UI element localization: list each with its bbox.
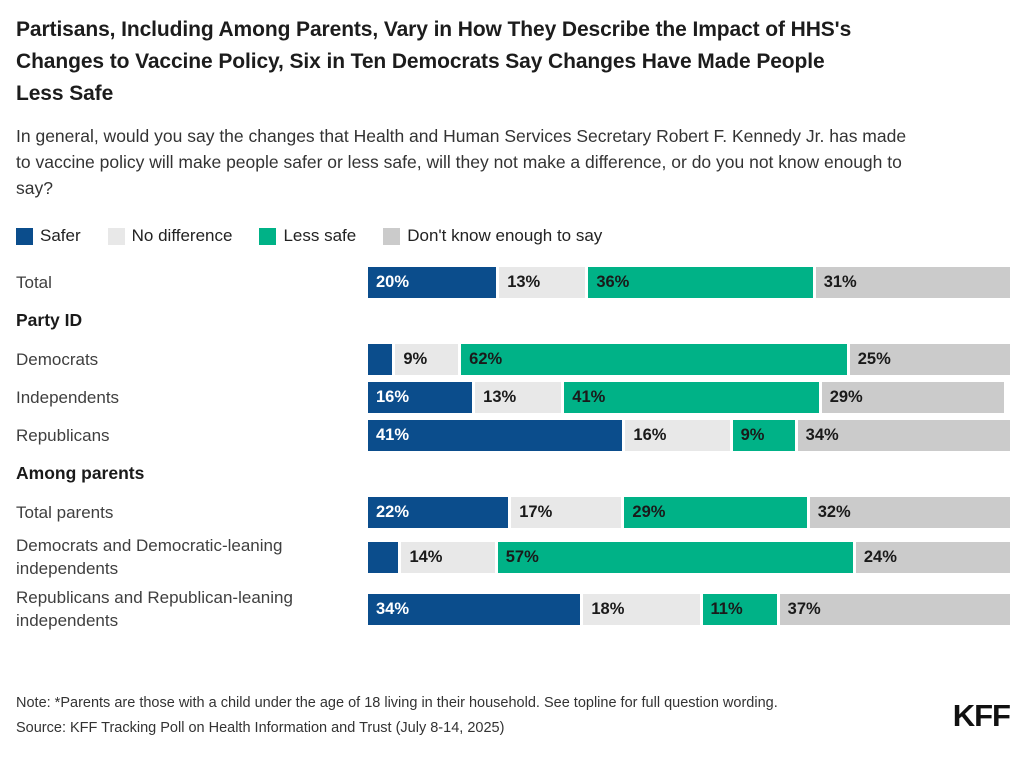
legend-label: Less safe (283, 226, 357, 246)
bar-segment-safer (368, 542, 399, 574)
chart-rows: Total 20% 13% 36% 31% Party ID Democrats 9% 62% 2… (16, 267, 1011, 632)
bar-segment-don-t-know-enough-to-say: 31% (815, 267, 1010, 299)
bar-segment-don-t-know-enough-to-say: 37% (779, 594, 1011, 626)
bar-segment-don-t-know-enough-to-say: 29% (821, 382, 1004, 414)
bar-segment-less-safe: 29% (624, 497, 807, 529)
bar-track: 9% 62% 25% (368, 344, 1010, 376)
section-header-party-id: Party ID (16, 310, 83, 331)
row-label: Republicans (16, 425, 110, 445)
chart-row-total: Total 20% 13% 36% 31% (16, 267, 1010, 299)
bar-segment-don-t-know-enough-to-say: 24% (855, 542, 1010, 574)
legend-item-less-safe: Less safe (259, 226, 356, 246)
legend-swatch-icon (259, 227, 277, 245)
legend-item-don-t-know-enough-to-say: Don't know enough to say (383, 226, 602, 246)
bar-segment-less-safe: 36% (588, 267, 813, 299)
bar-segment-don-t-know-enough-to-say: 32% (809, 497, 1010, 529)
legend: Safer No difference Less safe Don't know en… (16, 226, 1010, 246)
legend-swatch-icon (107, 227, 125, 245)
chart-row-democrats-and-democratic-leaning-independents: Democrats and Democratic-leaning indepen… (16, 535, 1010, 580)
bar-segment-no-difference: 18% (583, 594, 700, 626)
bar-segment-don-t-know-enough-to-say: 34% (797, 420, 1010, 452)
bar-segment-safer: 41% (368, 420, 623, 452)
bar-track: 34% 18% 11% 37% (368, 594, 1011, 626)
bar-track: 22% 17% 29% 32% (368, 497, 1010, 529)
bar-segment-no-difference: 16% (625, 420, 730, 452)
bar-track: 16% 13% 41% 29% (368, 382, 1004, 414)
chart-subtitle: In general, would you say the changes th… (16, 125, 907, 199)
chart-row-democrats: Democrats 9% 62% 25% (16, 344, 1010, 376)
legend-item-safer: Safer (16, 226, 81, 246)
bar-segment-safer: 34% (368, 594, 581, 626)
chart-footer: Note: *Parents are those with a child un… (16, 695, 1011, 736)
row-label: Republicans and Republican-leaning indep… (16, 588, 293, 630)
bar-segment-less-safe: 41% (564, 382, 819, 414)
row-label: Democrats (16, 349, 99, 369)
bar-track: 14% 57% 24% (368, 542, 1010, 574)
chart-row-republicans: Republicans 41% 16% 9% 34% (16, 420, 1010, 452)
note-text: Note: *Parents are those with a child un… (16, 695, 778, 711)
legend-swatch-icon (16, 227, 33, 245)
bar-segment-safer: 20% (368, 267, 497, 299)
chart-row-independents: Independents 16% 13% 41% 29% (16, 382, 1010, 414)
row-label: Total (16, 272, 52, 292)
bar-segment-no-difference: 13% (475, 382, 562, 414)
bar-segment-safer (368, 344, 393, 376)
legend-label: No difference (131, 226, 233, 246)
kff-logo: KFF (952, 698, 1011, 733)
page-title: Partisans, Including Among Parents, Vary… (16, 18, 852, 105)
row-label: Democrats and Democratic-leaning indepen… (16, 536, 283, 578)
section-header-among-parents: Among parents (16, 463, 145, 484)
bar-segment-don-t-know-enough-to-say: 25% (849, 344, 1010, 376)
bar-segment-less-safe: 57% (497, 542, 853, 574)
bar-track: 41% 16% 9% 34% (368, 420, 1010, 452)
bar-segment-no-difference: 14% (401, 542, 495, 574)
row-label: Independents (16, 387, 120, 407)
legend-item-no-difference: No difference (107, 226, 233, 246)
bar-segment-no-difference: 13% (499, 267, 586, 299)
bar-segment-safer: 22% (368, 497, 509, 529)
chart-row-total-parents: Total parents 22% 17% 29% 32% (16, 497, 1010, 529)
legend-swatch-icon (383, 227, 401, 245)
bar-segment-no-difference: 9% (395, 344, 459, 376)
row-label: Total parents (16, 502, 114, 522)
bar-segment-less-safe: 9% (732, 420, 795, 452)
bar-segment-less-safe: 62% (461, 344, 847, 376)
chart-row-republicans-and-republican-leaning-independents: Republicans and Republican-leaning indep… (16, 587, 1011, 632)
bar-segment-safer: 16% (368, 382, 473, 414)
bar-segment-less-safe: 11% (702, 594, 777, 626)
bar-segment-no-difference: 17% (511, 497, 622, 529)
source-text: Source: KFF Tracking Poll on Health Info… (16, 720, 505, 736)
bar-track: 20% 13% 36% 31% (368, 267, 1010, 299)
legend-label: Safer (40, 226, 81, 246)
legend-label: Don't know enough to say (407, 226, 603, 246)
